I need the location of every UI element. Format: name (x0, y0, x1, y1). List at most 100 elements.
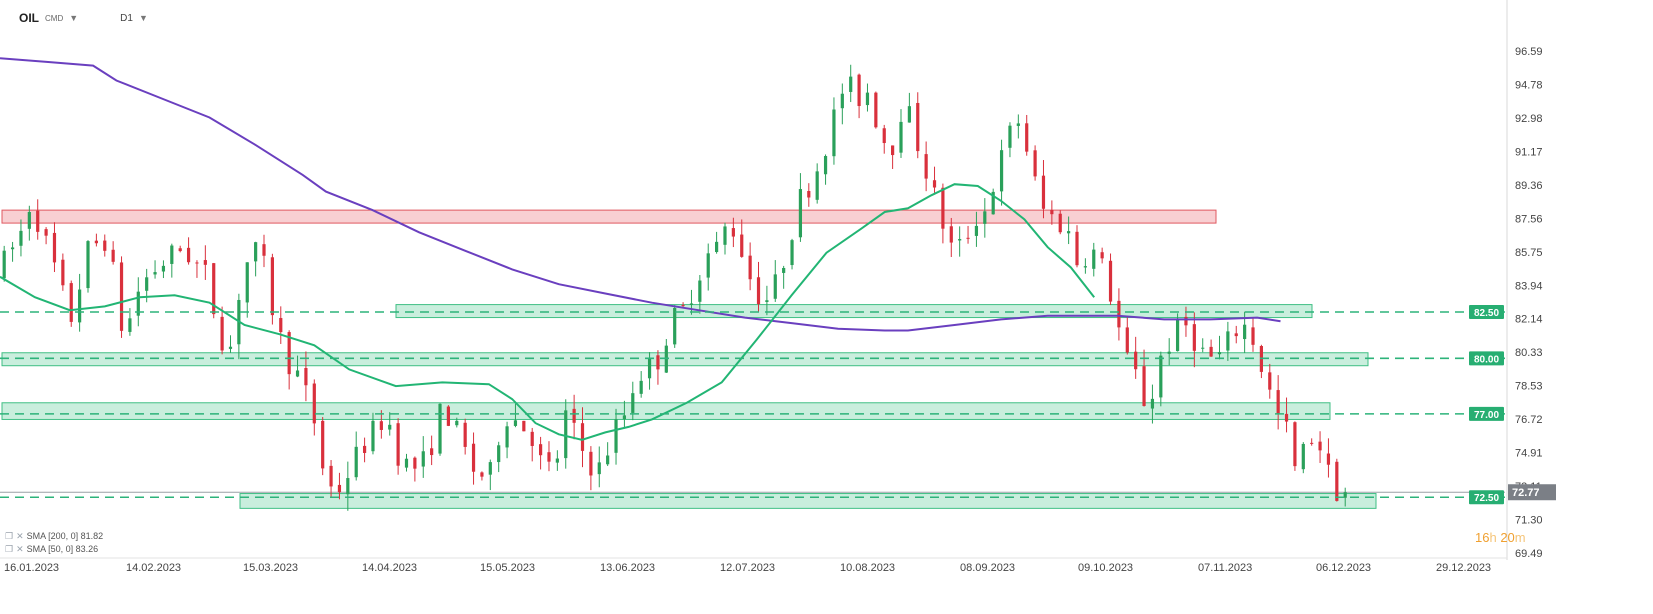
y-tick-label: 91.17 (1515, 146, 1543, 158)
candle-body (463, 422, 467, 447)
timeframe-dropdown-icon[interactable]: ▼ (138, 13, 148, 23)
candle-body (1175, 318, 1180, 352)
y-axis: 96.59 94.78 92.98 91.17 89.36 87.56 85.75 83.94… (1506, 0, 1556, 560)
candle-body (346, 478, 350, 495)
candle-body (279, 318, 283, 333)
candle-body (639, 380, 643, 394)
level-tag-82.50 (1469, 305, 1504, 320)
x-tick-label: 13.06.2023 (600, 562, 655, 574)
candle-body (170, 245, 174, 264)
candle-body (949, 226, 953, 243)
candle-body (413, 457, 417, 469)
symbol-dropdown-icon[interactable]: ▼ (69, 13, 79, 23)
candle-body (1058, 213, 1062, 233)
levels-layer: 82.50 80.00 77.00 72.50 (0, 305, 1505, 505)
x-tick-label: 29.12.2023 (1436, 562, 1491, 574)
candle-body (27, 211, 31, 229)
candle-body (765, 300, 769, 303)
candle-body (371, 420, 375, 452)
candle-body (1201, 347, 1205, 349)
level-tag-80.00 (1469, 351, 1504, 366)
candle-body (1335, 461, 1339, 501)
candle-body (10, 247, 15, 250)
copy-icon[interactable]: ❐ (5, 544, 14, 554)
candle-body (999, 150, 1004, 192)
y-tick-label: 87.56 (1515, 213, 1543, 225)
candle-body (597, 462, 601, 475)
candle-body (882, 128, 886, 144)
x-tick-label: 14.04.2023 (362, 562, 417, 574)
candle-body (497, 445, 501, 463)
candle-body (1209, 346, 1213, 357)
candle-body (891, 145, 895, 156)
candle-body (1234, 333, 1238, 337)
candle-body (178, 248, 182, 252)
legend-row-sma200[interactable]: ❐ ✕ SMA [200, 0] 81.82 (5, 530, 103, 543)
zone-4 (239, 493, 1377, 509)
y-tick-label: 83.94 (1515, 280, 1543, 292)
sma-layer (0, 57, 1281, 441)
x-tick-label: 08.09.2023 (960, 562, 1015, 574)
candle-body (647, 357, 652, 379)
candle-body (195, 262, 199, 264)
candle-body (69, 283, 73, 322)
candle-body (740, 234, 744, 257)
candle-body (78, 289, 82, 323)
candle-body (1192, 324, 1196, 351)
candle-body (145, 277, 149, 291)
level-tag-77.00 (1469, 406, 1504, 421)
candle-body (421, 451, 425, 467)
x-tick-label: 15.05.2023 (480, 562, 535, 574)
close-icon[interactable]: ✕ (16, 544, 24, 554)
candle-body (1310, 442, 1314, 444)
close-icon[interactable]: ✕ (16, 531, 24, 541)
candle-body (681, 305, 685, 307)
candle-body (396, 423, 400, 466)
candle-body (622, 415, 627, 420)
candle-body (312, 383, 316, 424)
countdown-m: m (1514, 530, 1526, 545)
candle-body (1041, 175, 1046, 209)
candle-body (1016, 123, 1020, 126)
candle-body (572, 408, 576, 423)
candle-body (379, 421, 383, 430)
candle-body (706, 253, 710, 278)
candle-body (522, 420, 526, 432)
candle-body (1159, 355, 1163, 398)
candle-body (614, 419, 618, 453)
candle-body (19, 230, 23, 246)
indicator-legend: ❐ ✕ SMA [200, 0] 81.82 ❐ ✕ SMA [50, 0] 8… (5, 530, 103, 556)
x-tick-label: 06.12.2023 (1316, 562, 1371, 574)
x-tick-label: 12.07.2023 (720, 562, 775, 574)
candle-body (564, 410, 568, 459)
candle-body (656, 355, 660, 370)
timeframe-label[interactable]: D1 (120, 12, 133, 24)
candle-body (295, 370, 300, 377)
candle-body (1067, 231, 1071, 234)
candle-body (153, 272, 157, 275)
symbol-label[interactable]: OIL (19, 11, 39, 25)
candle-body (1268, 372, 1272, 390)
candle-body (723, 226, 727, 245)
candle-body (1276, 390, 1280, 414)
legend-row-sma50[interactable]: ❐ ✕ SMA [50, 0] 83.26 (5, 543, 103, 556)
y-tick-label: 69.49 (1515, 548, 1543, 560)
candle-body (44, 229, 48, 236)
candle-body (480, 472, 484, 477)
level-label-82.50: 82.50 (1474, 308, 1499, 319)
candle-body (337, 484, 342, 493)
level-label-77.00: 77.00 (1474, 410, 1499, 421)
candle-body (388, 424, 392, 430)
last-price-label: 72.77 (1512, 487, 1540, 499)
candle-body (136, 291, 140, 316)
candle-body (513, 420, 518, 426)
candle-body (1117, 300, 1121, 328)
candle-body (1184, 316, 1188, 326)
candle-body (1050, 209, 1054, 215)
candle-body (119, 262, 124, 331)
candle-body (849, 76, 853, 92)
x-tick-label: 09.10.2023 (1078, 562, 1133, 574)
copy-icon[interactable]: ❐ (5, 531, 14, 541)
candle-body (304, 367, 308, 386)
